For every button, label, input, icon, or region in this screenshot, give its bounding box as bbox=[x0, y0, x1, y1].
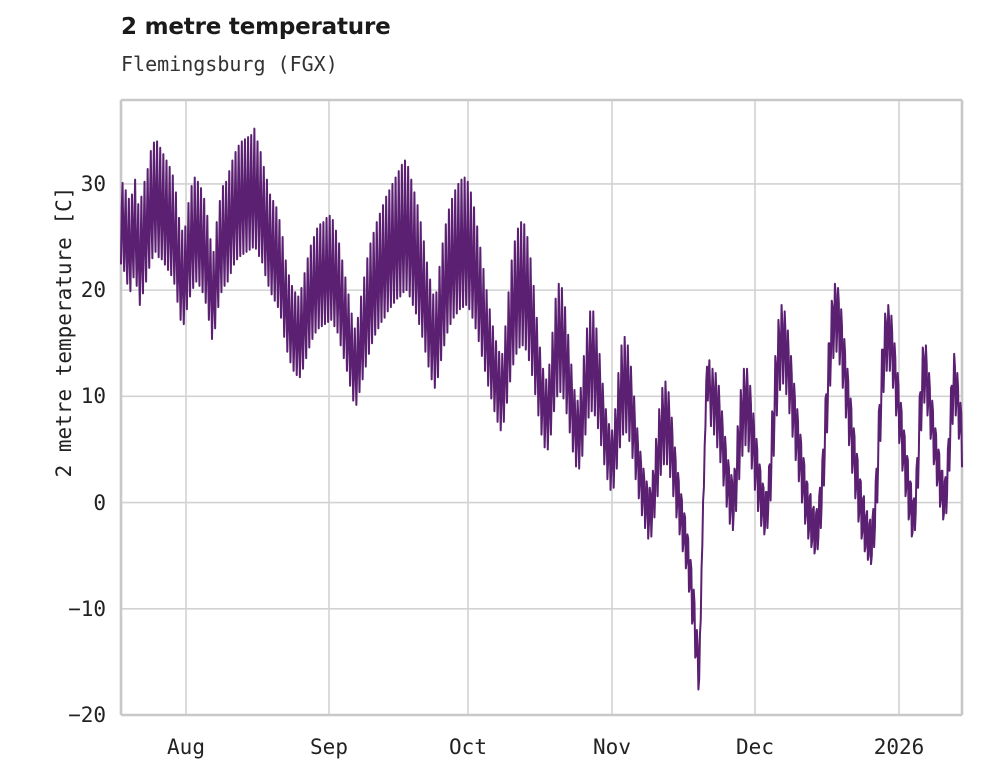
x-tick-label: Dec bbox=[736, 735, 774, 759]
y-tick-label: −20 bbox=[68, 703, 106, 727]
y-tick-label: 30 bbox=[80, 171, 106, 196]
temperature-line bbox=[120, 127, 963, 691]
x-tick-label: 2026 bbox=[873, 735, 925, 759]
y-tick-label: 0 bbox=[93, 490, 106, 515]
x-tick-label: Nov bbox=[593, 735, 631, 759]
data-series bbox=[120, 127, 963, 691]
x-tick-label: Sep bbox=[310, 735, 348, 759]
y-tick-label: 20 bbox=[80, 278, 106, 303]
y-tick-label: 10 bbox=[80, 384, 106, 409]
page-title: 2 metre temperature bbox=[121, 14, 391, 40]
x-tick-label: Oct bbox=[449, 735, 487, 759]
chart-subtitle: Flemingsburg (FGX) bbox=[121, 52, 338, 76]
x-tick-label: Aug bbox=[167, 735, 205, 759]
y-tick-label: −10 bbox=[68, 596, 106, 621]
